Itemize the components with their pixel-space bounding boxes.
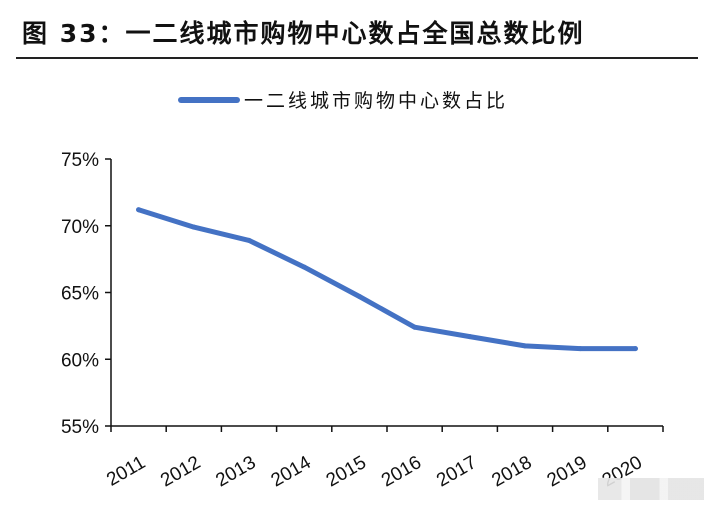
data-point bbox=[191, 224, 197, 230]
x-tick-label: 2018 bbox=[488, 452, 535, 491]
title-divider bbox=[16, 57, 698, 59]
data-point bbox=[412, 324, 418, 330]
data-point bbox=[632, 346, 638, 352]
y-tick-label: 65% bbox=[61, 284, 99, 305]
x-tick-label: 2016 bbox=[378, 452, 425, 491]
data-point bbox=[246, 237, 252, 243]
x-tick-label: 2015 bbox=[323, 452, 370, 491]
series-line bbox=[136, 207, 638, 352]
data-point bbox=[522, 343, 528, 349]
data-point bbox=[301, 264, 307, 270]
watermark bbox=[598, 478, 704, 500]
chart-legend: 一二线城市购物中心数占比 bbox=[178, 86, 508, 113]
data-point bbox=[467, 334, 473, 340]
x-tick-label: 2013 bbox=[212, 452, 259, 491]
x-tick-label: 2019 bbox=[544, 452, 591, 491]
y-tick-label: 60% bbox=[61, 350, 99, 371]
x-tick-label: 2014 bbox=[268, 452, 315, 492]
legend-line-swatch bbox=[178, 96, 240, 103]
data-point bbox=[356, 294, 362, 299]
y-tick-label: 55% bbox=[61, 417, 99, 438]
figure-title: 图 33：一二线城市购物中心数占全国总数比例 bbox=[22, 19, 585, 48]
y-tick-label: 75% bbox=[61, 150, 99, 171]
data-point bbox=[577, 346, 583, 352]
data-point bbox=[136, 207, 142, 213]
legend-label: 一二线城市购物中心数占比 bbox=[244, 90, 509, 112]
x-tick-label: 2012 bbox=[157, 452, 204, 491]
x-tick-label: 2011 bbox=[103, 452, 149, 491]
y-tick-label: 70% bbox=[61, 217, 99, 238]
x-tick-label: 2017 bbox=[433, 452, 480, 491]
